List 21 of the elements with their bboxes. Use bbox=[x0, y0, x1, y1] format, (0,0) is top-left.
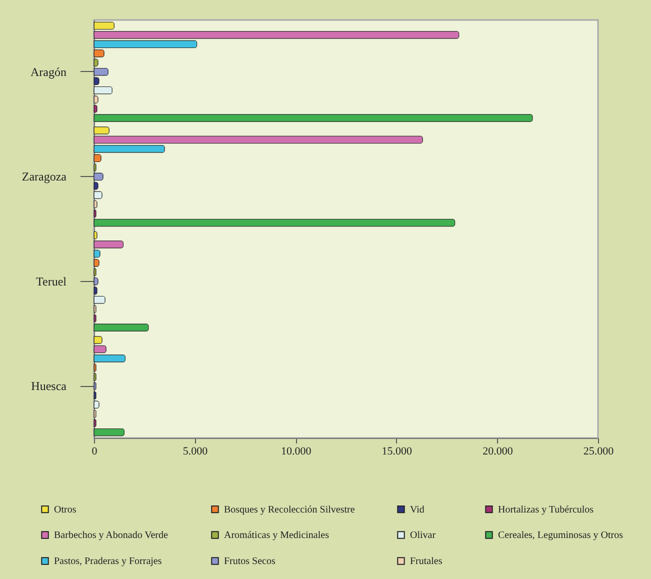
y-tick-label: Teruel bbox=[36, 274, 68, 288]
legend-label: Pastos, Praderas y Forrajes bbox=[54, 556, 162, 567]
x-tick-label: 15.000 bbox=[382, 446, 413, 458]
legend-label: Otros bbox=[54, 504, 76, 516]
x-tick-label: 20.000 bbox=[482, 446, 514, 458]
y-tick-label: Huesca bbox=[31, 379, 68, 394]
legend-label: Hortalizas y Tubérculos bbox=[498, 504, 594, 516]
legend-label: Olivar bbox=[410, 530, 436, 541]
x-tick-label: 10.000 bbox=[280, 446, 312, 458]
legend-label: Aromáticas y Medicinales bbox=[224, 530, 330, 541]
legend-label: Frutales bbox=[410, 556, 442, 567]
legend-label: Frutos Secos bbox=[224, 556, 276, 567]
legend-label: Vid bbox=[410, 504, 424, 516]
legend-label: Barbechos y Abonado Verde bbox=[54, 530, 169, 541]
x-tick-label: 25.000 bbox=[583, 446, 614, 458]
legend-label: Bosques y Recolección Silvestre bbox=[224, 504, 356, 516]
x-tick-label: 5.000 bbox=[182, 446, 208, 458]
x-tick-label: 0 bbox=[92, 446, 98, 458]
y-tick-label: Aragón bbox=[30, 64, 66, 79]
legend-label: Cereales, Leguminosas y Otros bbox=[498, 530, 624, 541]
y-tick-label: Zaragoza bbox=[22, 170, 68, 184]
